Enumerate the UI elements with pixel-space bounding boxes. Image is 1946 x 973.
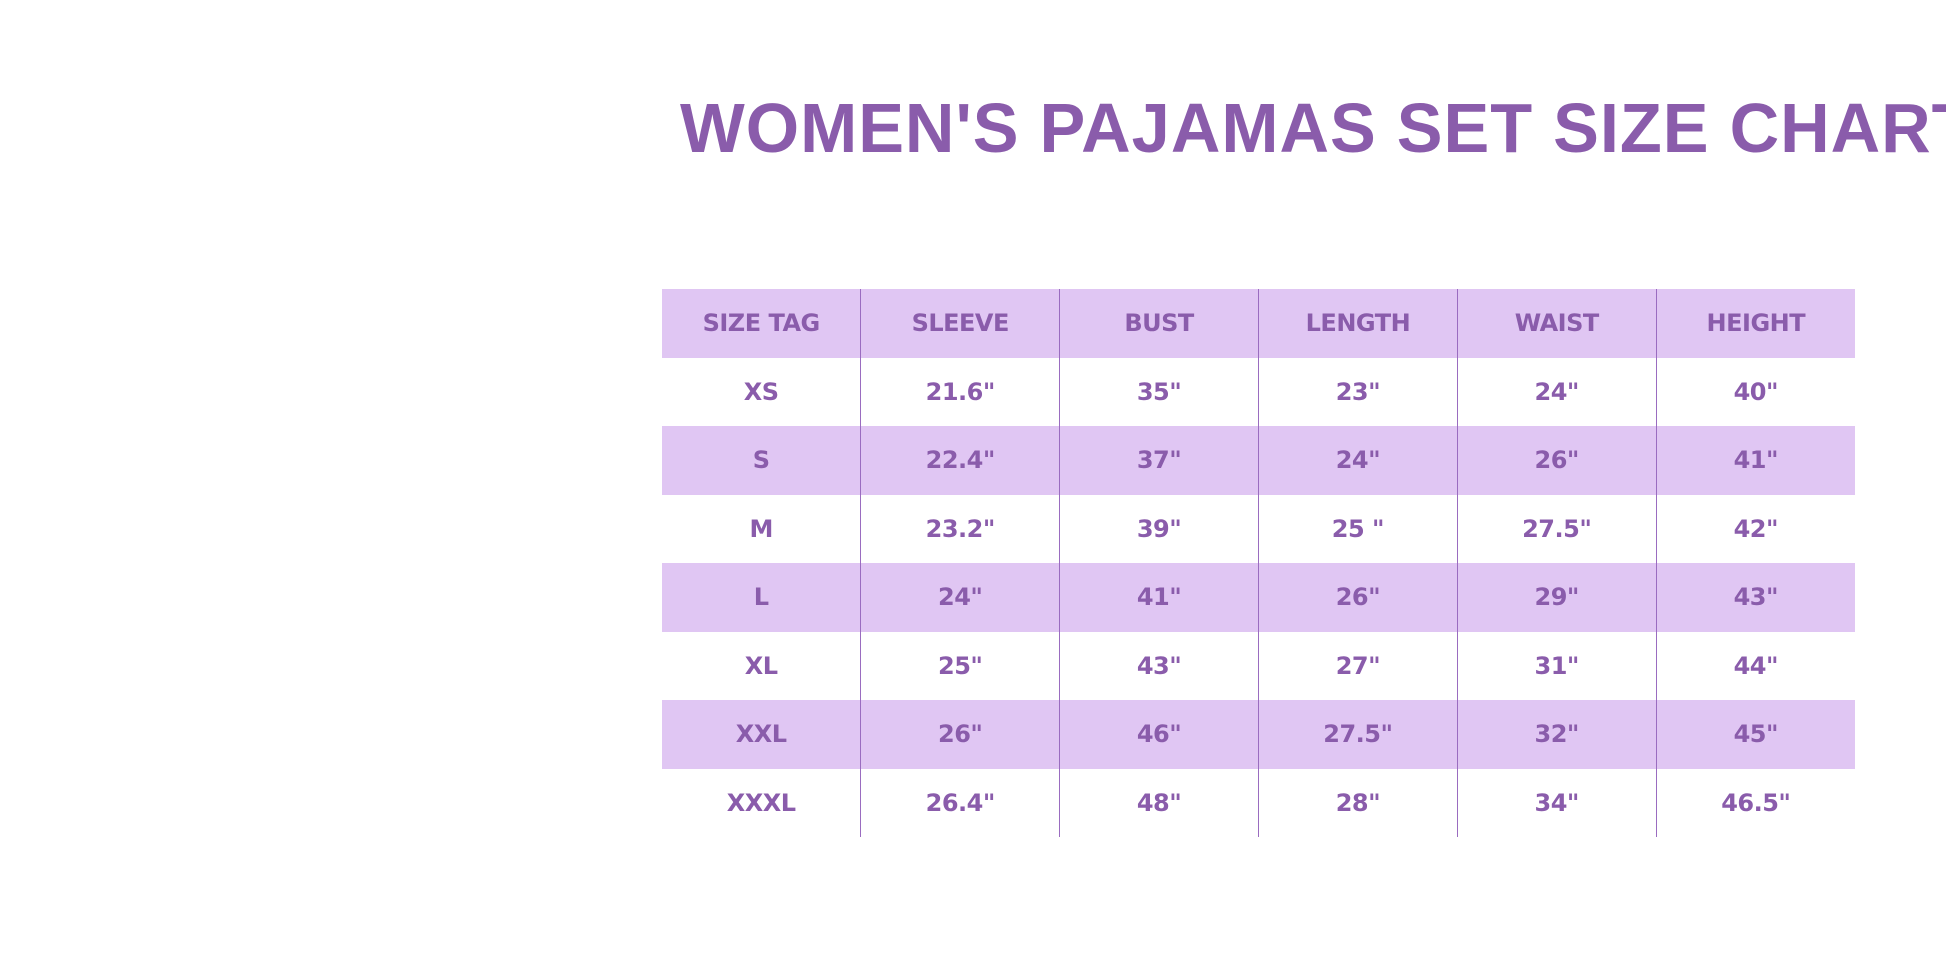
table-cell: 42" [1655,494,1855,563]
column-header: LENGTH [1257,289,1458,358]
table-cell: XL [744,651,778,680]
table-cell: 24" [1257,426,1458,495]
table-cell: 25" [860,631,1060,700]
table-cell: 26" [1456,426,1657,495]
table-cell: 26" [860,700,1060,769]
table-row: XXL 26" 46" 27.5" 32" 45" [662,700,1855,769]
table-cell: 32" [1456,700,1657,769]
table-cell: XXL [735,720,787,749]
table-cell: 24" [860,563,1060,632]
size-chart-table: SIZE TAG SLEEVE BUST LENGTH WAIST HEIGHT XS 21… [662,289,1855,837]
table-cell: XS [743,377,779,406]
table-cell: 23" [1257,357,1458,426]
table-cell: 41" [1655,426,1855,495]
table-cell: 43" [1655,563,1855,632]
table-cell: 25 " [1257,494,1458,563]
table-cell: 40" [1655,357,1855,426]
table-row: S 22.4" 37" 24" 26" 41" [662,426,1855,495]
table-cell: 37" [1059,426,1259,495]
header-row: SIZE TAG SLEEVE BUST LENGTH WAIST HEIGHT [662,289,1855,358]
table-row: XL 25" 43" 27" 31" 44" [662,631,1855,700]
table-cell: 48" [1059,768,1259,837]
table-cell: 27.5" [1456,494,1657,563]
table-cell: XXXL [726,788,796,817]
table-cell: 34" [1456,768,1657,837]
table-cell: 26.4" [860,768,1060,837]
table-row: XS 21.6" 35" 23" 24" 40" [662,357,1855,426]
table-row: L 24" 41" 26" 29" 43" [662,563,1855,632]
column-header: HEIGHT [1655,289,1855,358]
table-cell: 46" [1059,700,1259,769]
table-cell: 45" [1655,700,1855,769]
column-header: WAIST [1456,289,1657,358]
table-cell: 21.6" [860,357,1060,426]
table-cell: 24" [1456,357,1657,426]
table-cell: 28" [1257,768,1458,837]
table-cell: M [749,514,773,543]
table-cell: 31" [1456,631,1657,700]
page-title: WOMEN'S PAJAMAS SET SIZE CHART [680,89,1946,167]
table-cell: 43" [1059,631,1259,700]
table-cell: 44" [1655,631,1855,700]
table-cell: 22.4" [860,426,1060,495]
table-cell: L [753,583,769,612]
table-cell: 23.2" [860,494,1060,563]
table-cell: 41" [1059,563,1259,632]
table-cell: 46.5" [1655,768,1855,837]
column-header: SLEEVE [860,289,1060,358]
table-cell: 26" [1257,563,1458,632]
column-header: BUST [1059,289,1259,358]
table-cell: 29" [1456,563,1657,632]
table-cell: 27" [1257,631,1458,700]
table-row: M 23.2" 39" 25 " 27.5" 42" [662,494,1855,563]
table-row: XXXL 26.4" 48" 28" 34" 46.5" [662,768,1855,837]
table-cell: S [752,446,770,475]
column-header: SIZE TAG [702,309,821,338]
table-cell: 39" [1059,494,1259,563]
table-cell: 35" [1059,357,1259,426]
table-cell: 27.5" [1257,700,1458,769]
